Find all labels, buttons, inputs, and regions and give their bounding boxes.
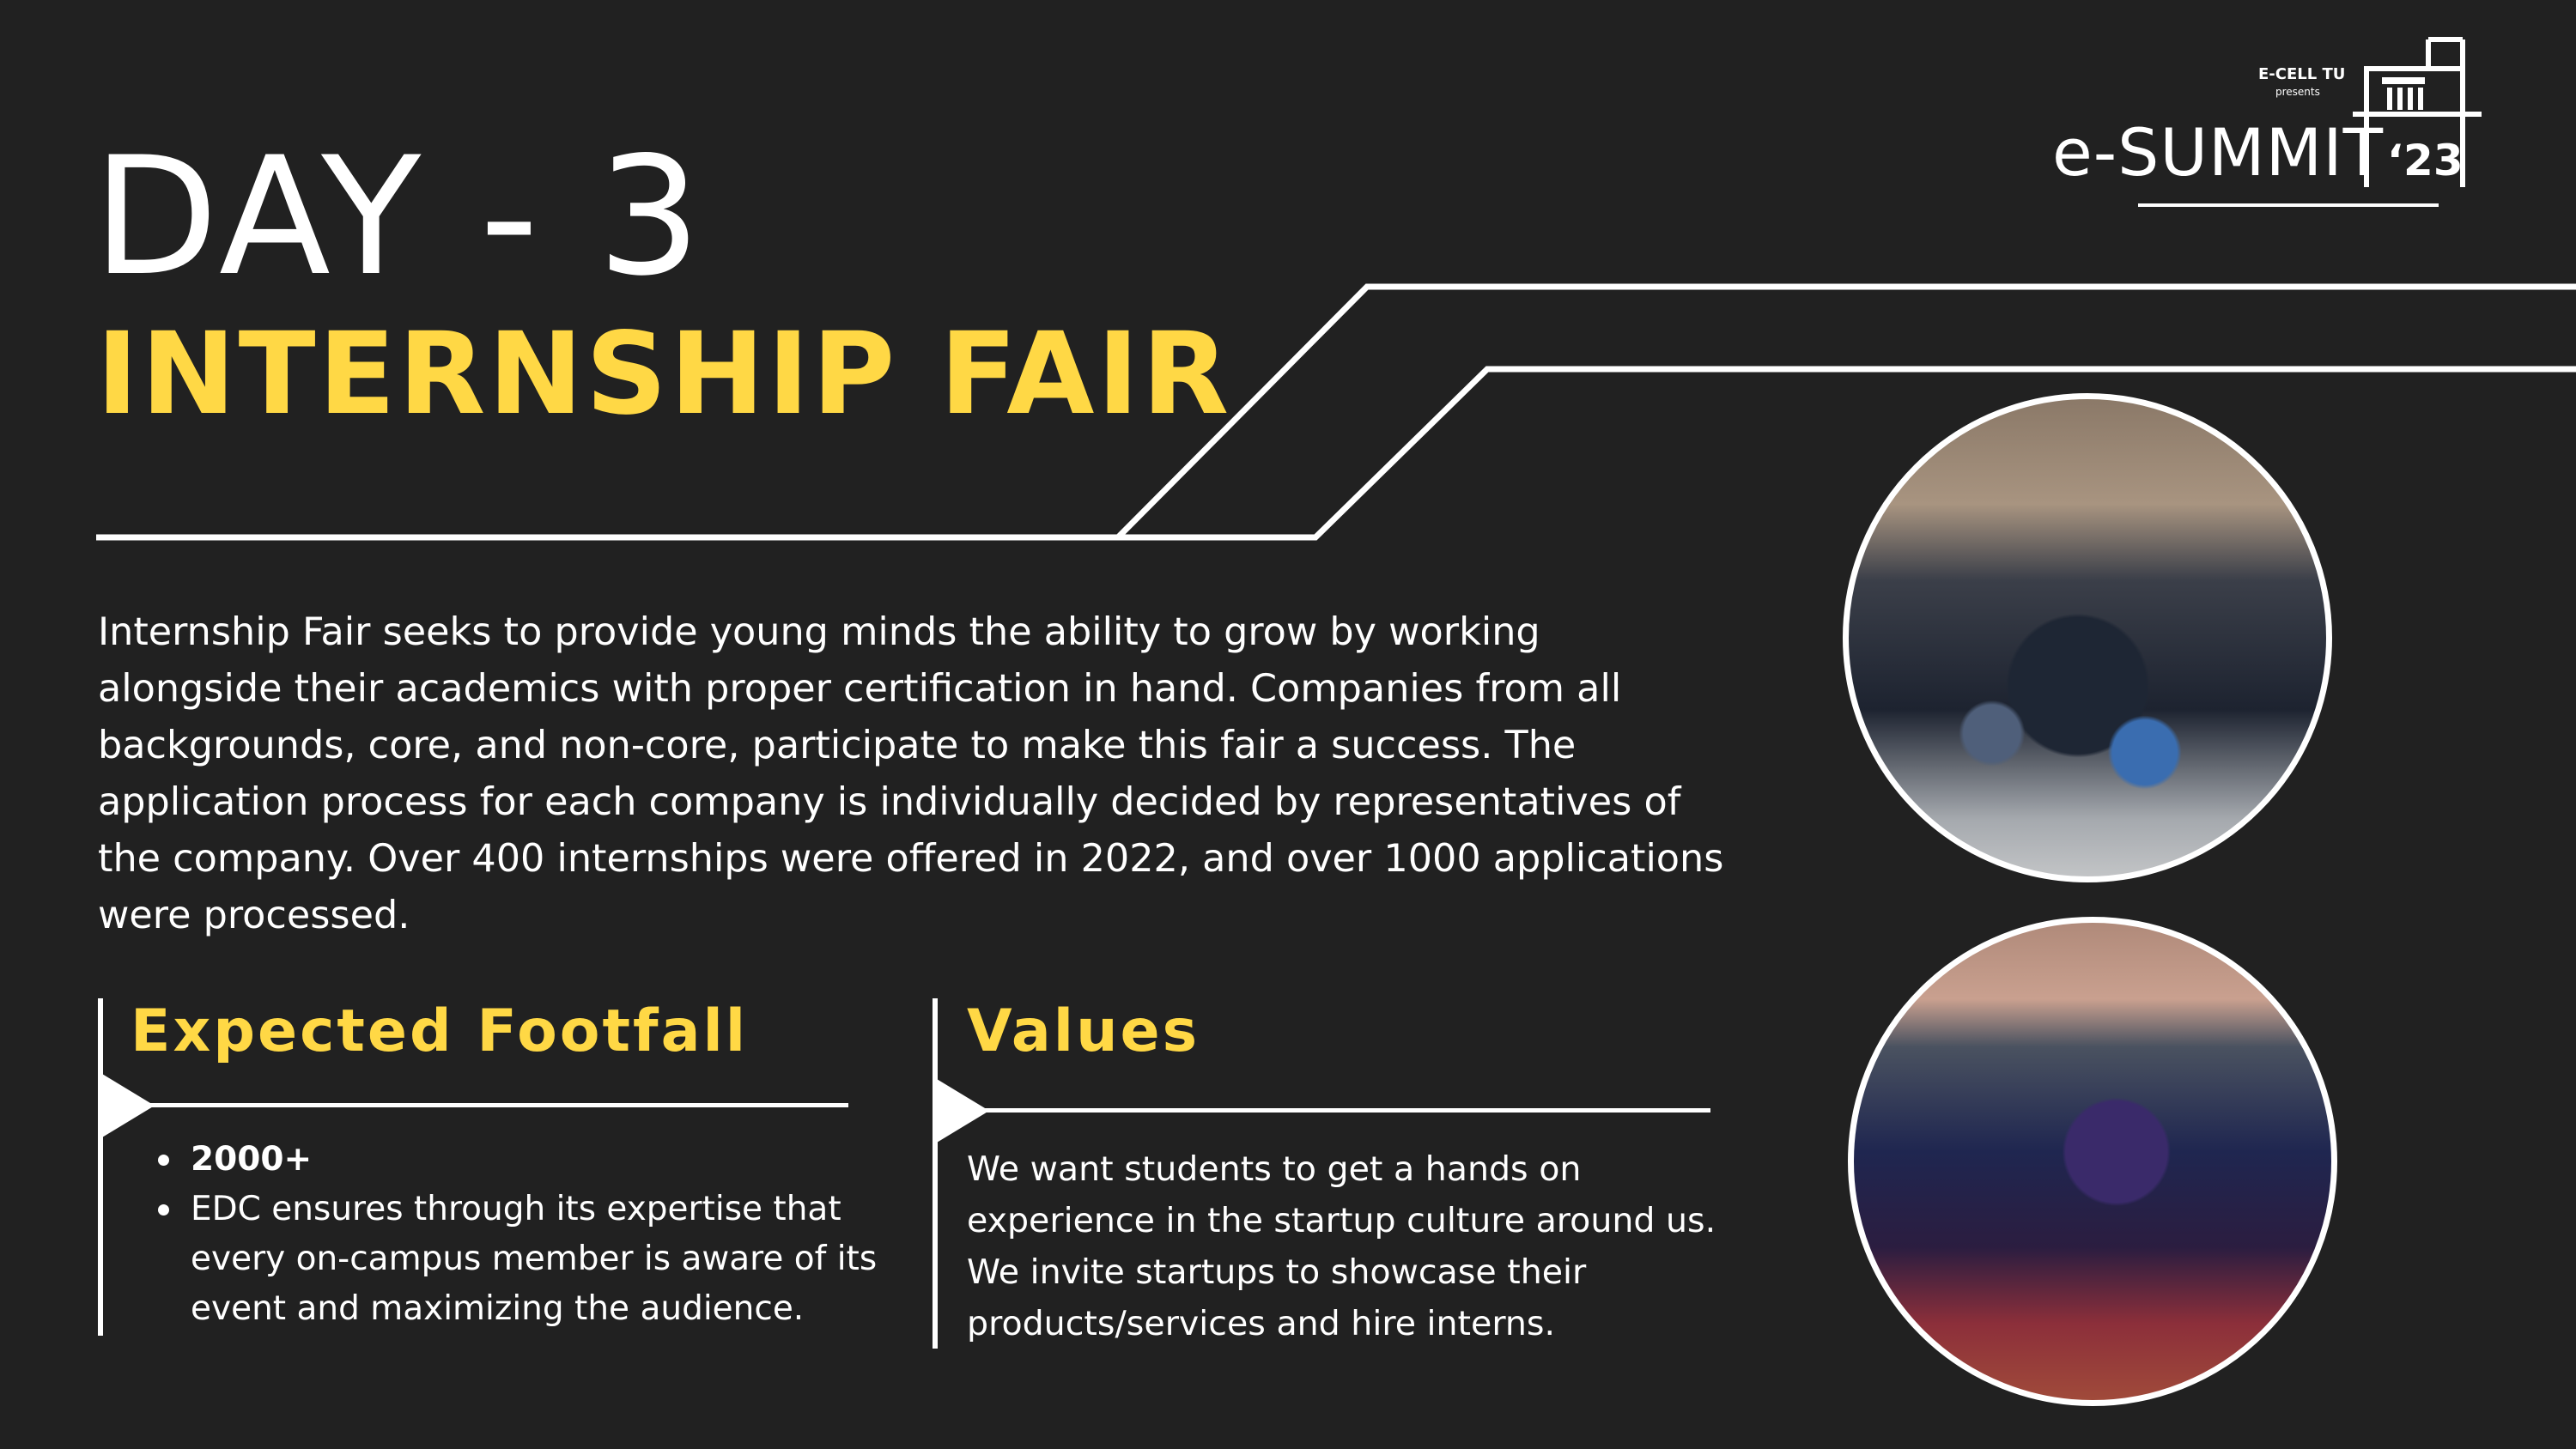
logo-wordmark: e-SUMMIT <box>2052 114 2385 191</box>
footfall-rule <box>146 1103 848 1107</box>
logo-underline <box>2138 203 2439 207</box>
logo-wordmark-row: e-SUMMIT‘23 <box>2052 120 2464 185</box>
logo-org-text: E-CELL TU <box>2258 65 2346 83</box>
footfall-list: 2000+ EDC ensures through its expertise … <box>158 1135 878 1334</box>
footfall-title: Expected Footfall <box>131 997 749 1065</box>
list-item: 2000+ <box>158 1135 878 1185</box>
bullet-icon <box>158 1155 169 1166</box>
building-icon <box>2353 37 2482 187</box>
footfall-divider <box>98 998 103 1336</box>
event-title: INTERNSHIP FAIR <box>96 308 1232 440</box>
group-photo <box>1843 393 2332 882</box>
decorative-lines <box>96 283 2576 541</box>
footfall-note: EDC ensures through its expertise that e… <box>191 1190 878 1328</box>
bullet-icon <box>158 1204 169 1216</box>
values-rule <box>979 1108 1710 1113</box>
footfall-arrow-icon <box>98 1071 155 1140</box>
footfall-count: 2000+ <box>191 1140 313 1179</box>
day-title: DAY - 3 <box>93 122 705 312</box>
values-divider <box>933 998 938 1349</box>
values-arrow-icon <box>933 1076 989 1145</box>
event-description: Internship Fair seeks to provide young m… <box>98 610 1724 937</box>
logo-year: ‘23 <box>2387 136 2464 185</box>
values-title: Values <box>967 997 1200 1065</box>
values-text: We want students to get a hands on exper… <box>967 1149 1716 1343</box>
list-item: EDC ensures through its expertise that e… <box>158 1185 878 1334</box>
logo-presents-text: presents <box>2275 86 2320 98</box>
esummit-logo: E-CELL TU presents e-SUMMIT‘23 <box>2052 24 2533 221</box>
stall-photo <box>1848 917 2337 1406</box>
